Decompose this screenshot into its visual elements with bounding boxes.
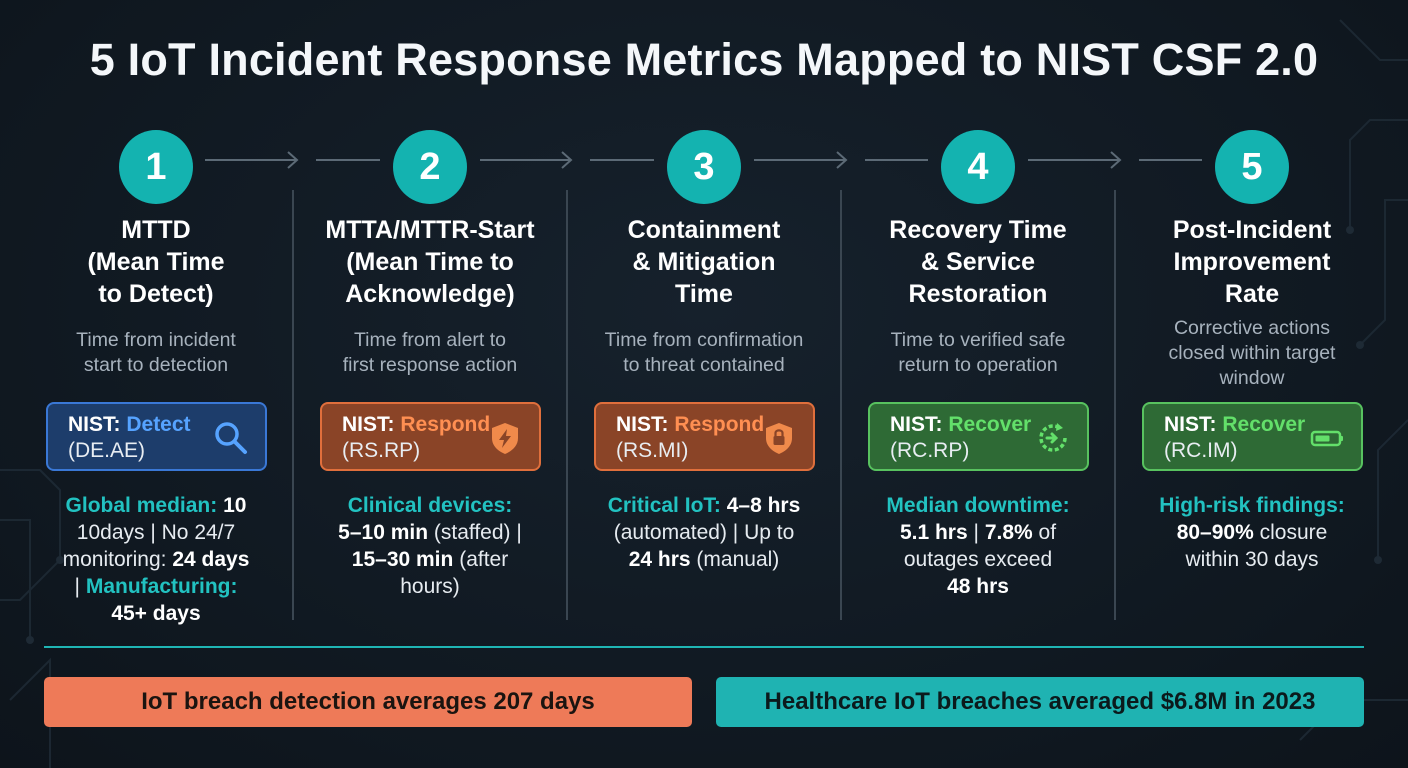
metric-description: Time from incident start to detection [76,329,236,376]
step-number: 2 [393,130,467,204]
progress-battery-icon [1310,430,1343,447]
metric-card-5: 5 Post-Incident Improvement Rate Correct… [1115,130,1389,630]
metric-title: MTTA/MTTR-Start (Mean Time to Acknowledg… [325,216,535,308]
metric-stats: Critical IoT: 4–8 hrs (automated) | Up t… [607,494,801,571]
metric-stats: Clinical devices: 5–10 min (staffed) | 1… [338,494,522,598]
step-number: 3 [667,130,741,204]
nist-badge-respond: NIST: Respond (RS.MI) [594,402,815,471]
column-divider [1114,190,1116,620]
callout-healthcare-cost: Healthcare IoT breaches averaged $6.8M i… [716,677,1364,727]
metric-stats: Median downtime: 5.1 hrs | 7.8% of outag… [886,494,1070,598]
nist-badge-recover: NIST: Recover (RC.IM) [1142,402,1363,471]
step-number: 1 [119,130,193,204]
metric-title: Post-Incident Improvement Rate [1172,216,1332,308]
metric-description: Corrective actions closed within target … [1168,317,1336,389]
nist-badge-recover: NIST: Recover (RC.RP) [868,402,1089,471]
restore-arrow-icon [1039,423,1067,452]
metric-card-2: 2 MTTA/MTTR-Start (Mean Time to Acknowle… [293,130,567,630]
callout-detection-average: IoT breach detection averages 207 days [44,677,692,727]
metric-stats: Global median: 10 10days | No 24/7 monit… [62,494,250,625]
magnifier-icon [215,422,247,454]
step-connectors [205,151,1202,169]
shield-bolt-icon [492,423,518,454]
metric-card-3: 3 Containment & Mitigation Time Time fro… [567,130,841,630]
nist-badge-respond: NIST: Respond (RS.RP) [320,402,541,471]
shield-lock-icon [766,423,792,454]
column-divider [840,190,842,620]
step-number: 5 [1215,130,1289,204]
metric-description: Time to verified safe return to operatio… [890,329,1066,376]
step-number: 4 [941,130,1015,204]
section-divider [44,646,1364,648]
page-title: 5 IoT Incident Response Metrics Mapped t… [89,34,1319,85]
metric-card-4: 4 Recovery Time & Service Restoration Ti… [841,130,1115,630]
metric-description: Time from confirmation to threat contain… [604,329,804,376]
column-divider [566,190,568,620]
metric-stats: High-risk findings: 80–90% closure withi… [1159,494,1345,571]
metric-description: Time from alert to first response action [342,329,518,376]
nist-badge-detect: NIST: Detect (DE.AE) [46,402,267,471]
metric-title: Containment & Mitigation Time [627,216,781,308]
metric-card-1: 1 MTTD (Mean Time to Detect) Time from i… [19,130,293,630]
column-divider [292,190,294,620]
metric-title: Recovery Time & Service Restoration [889,216,1067,308]
metric-title: MTTD (Mean Time to Detect) [87,216,225,308]
